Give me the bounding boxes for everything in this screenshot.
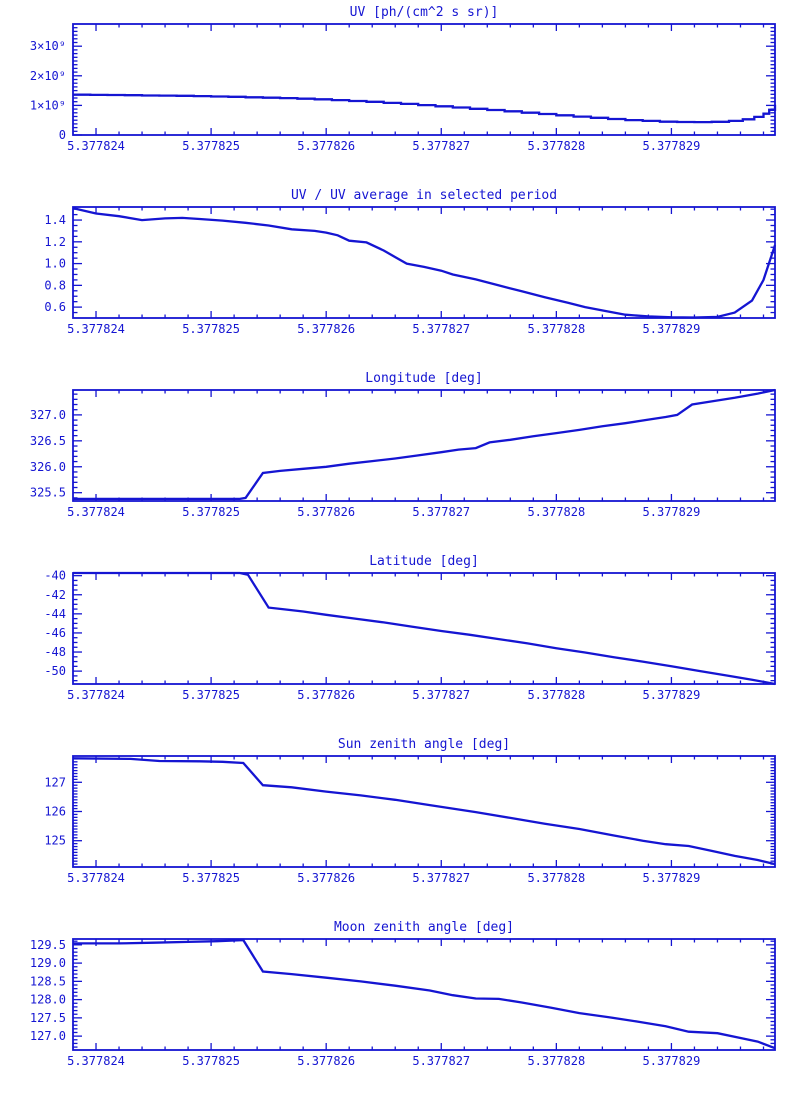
x-tick-label: 5.377828 xyxy=(527,322,585,336)
x-tick-label: 5.377825 xyxy=(182,1054,240,1068)
data-line xyxy=(73,388,776,501)
y-tick-label: -44 xyxy=(44,607,66,621)
data-line xyxy=(73,938,776,1050)
plot-frame xyxy=(72,938,776,1051)
data-line xyxy=(72,206,777,319)
moon-zenith-plot-canvas: Moon zenith angle [deg] 5.377824 5.377825 5… xyxy=(30,920,776,1068)
longitude-plot: Longitude [deg] 5.377824 5.377825 5.377826 5… xyxy=(0,367,800,550)
uv-plot-canvas: UV [ph/(cm^2 s sr)] 5.377824 5.377825 5.377… xyxy=(30,5,777,153)
plot-frame xyxy=(72,755,776,868)
x-tick-label: 5.377826 xyxy=(297,688,355,702)
y-tick-label: 127 xyxy=(44,775,66,789)
y-tick-label: 3×10⁹ xyxy=(30,39,66,53)
x-tick-label: 5.377829 xyxy=(643,1054,701,1068)
uv-ratio-plot: UV / UV average in selected period 5.3778… xyxy=(0,184,800,367)
y-tick-label: -50 xyxy=(44,664,66,678)
x-tick-label: 5.377828 xyxy=(527,139,585,153)
plot-frame xyxy=(72,389,776,502)
y-tick-label: 127.0 xyxy=(30,1029,66,1043)
x-tick-label: 5.377826 xyxy=(297,505,355,519)
x-tick-label: 5.377826 xyxy=(297,322,355,336)
y-tick-label: -48 xyxy=(44,645,66,659)
x-tick-label: 5.377829 xyxy=(643,688,701,702)
sun-zenith-plot: Sun zenith angle [deg] 5.377824 5.377825 5.… xyxy=(0,733,800,916)
uv-ratio-plot-canvas: UV / UV average in selected period 5.3778… xyxy=(44,188,777,336)
y-tick-label: 1.4 xyxy=(44,213,66,227)
y-tick-label: -40 xyxy=(44,569,66,583)
x-tick-label: 5.377827 xyxy=(412,871,470,885)
x-tick-label: 5.377828 xyxy=(527,871,585,885)
x-tick-label: 5.377829 xyxy=(643,139,701,153)
x-tick-label: 5.377827 xyxy=(412,1054,470,1068)
x-tick-label: 5.377824 xyxy=(67,505,125,519)
y-tick-label: 1.0 xyxy=(44,257,66,271)
x-tick-label: 5.377825 xyxy=(182,871,240,885)
data-line xyxy=(73,571,776,686)
x-tick-label: 5.377826 xyxy=(297,1054,355,1068)
plot-frame xyxy=(72,206,776,319)
y-tick-label: 326.5 xyxy=(30,434,66,448)
x-tick-label: 5.377824 xyxy=(67,139,125,153)
chart-title: UV [ph/(cm^2 s sr)] xyxy=(350,5,499,20)
y-tick-label: -46 xyxy=(44,626,66,640)
y-tick-label: 1.2 xyxy=(44,235,66,249)
x-tick-label: 5.377829 xyxy=(643,505,701,519)
x-tick-label: 5.377826 xyxy=(297,139,355,153)
x-tick-label: 5.377825 xyxy=(182,505,240,519)
x-tick-label: 5.377827 xyxy=(412,688,470,702)
chart-title: Longitude [deg] xyxy=(365,371,482,386)
chart-title: Moon zenith angle [deg] xyxy=(334,920,514,935)
sun-zenith-plot-canvas: Sun zenith angle [deg] 5.377824 5.377825 5.… xyxy=(44,737,776,885)
x-tick-label: 5.377824 xyxy=(67,1054,125,1068)
data-line xyxy=(72,757,776,866)
x-tick-label: 5.377827 xyxy=(412,139,470,153)
y-tick-label: 2×10⁹ xyxy=(30,69,66,83)
chart-title: Sun zenith angle [deg] xyxy=(338,737,510,752)
y-tick-label: 125 xyxy=(44,834,66,848)
x-tick-label: 5.377827 xyxy=(412,505,470,519)
plot-frame xyxy=(72,23,776,136)
y-tick-label: 325.5 xyxy=(30,486,66,500)
y-tick-label: 0.6 xyxy=(44,300,66,314)
chart-title: Latitude [deg] xyxy=(369,554,479,569)
chart-title: UV / UV average in selected period xyxy=(291,188,557,203)
y-tick-label: 0.8 xyxy=(44,278,66,292)
x-tick-label: 5.377824 xyxy=(67,322,125,336)
y-tick-label: 1×10⁹ xyxy=(30,98,66,112)
latitude-plot-canvas: Latitude [deg] 5.377824 5.377825 5.377826 5.… xyxy=(44,554,776,702)
x-tick-label: 5.377827 xyxy=(412,322,470,336)
y-tick-label: 129.0 xyxy=(30,956,66,970)
data-line xyxy=(73,93,777,124)
moon-zenith-plot: Moon zenith angle [deg] 5.377824 5.377825 5… xyxy=(0,916,800,1099)
x-tick-label: 5.377825 xyxy=(182,322,240,336)
x-tick-label: 5.377828 xyxy=(527,505,585,519)
x-tick-label: 5.377829 xyxy=(643,322,701,336)
y-tick-label: -42 xyxy=(44,588,66,602)
y-tick-label: 128.0 xyxy=(30,993,66,1007)
uv-plot: UV [ph/(cm^2 s sr)] 5.377824 5.377825 5.377… xyxy=(0,1,800,184)
x-tick-label: 5.377828 xyxy=(527,1054,585,1068)
x-tick-label: 5.377825 xyxy=(182,688,240,702)
y-tick-label: 128.5 xyxy=(30,974,66,988)
x-tick-label: 5.377824 xyxy=(67,688,125,702)
x-tick-label: 5.377828 xyxy=(527,688,585,702)
y-tick-label: 126 xyxy=(44,805,66,819)
latitude-plot: Latitude [deg] 5.377824 5.377825 5.377826 5.… xyxy=(0,550,800,733)
x-tick-label: 5.377826 xyxy=(297,871,355,885)
x-tick-label: 5.377824 xyxy=(67,871,125,885)
longitude-plot-canvas: Longitude [deg] 5.377824 5.377825 5.377826 5… xyxy=(30,371,776,519)
y-tick-label: 327.0 xyxy=(30,408,66,422)
y-tick-label: 129.5 xyxy=(30,938,66,952)
y-tick-label: 127.5 xyxy=(30,1011,66,1025)
x-tick-label: 5.377829 xyxy=(643,871,701,885)
x-tick-label: 5.377825 xyxy=(182,139,240,153)
y-tick-label: 326.0 xyxy=(30,460,66,474)
y-tick-label: 0 xyxy=(59,128,66,142)
